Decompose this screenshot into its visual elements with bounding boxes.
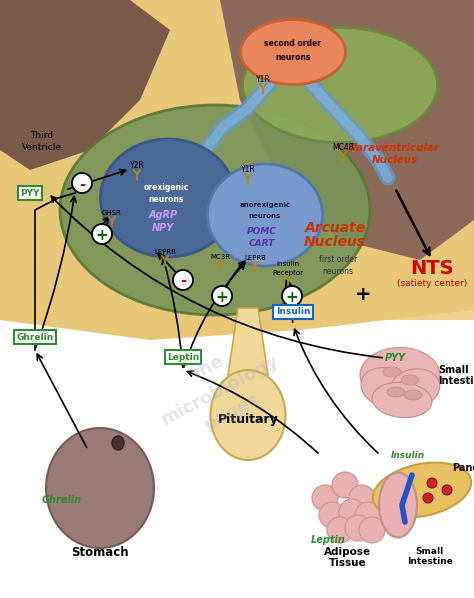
Polygon shape [0,0,170,170]
Text: MC4R: MC4R [332,144,354,152]
Circle shape [282,286,302,306]
Text: orexigenic: orexigenic [143,184,189,193]
Polygon shape [228,308,268,375]
Text: anorexigenic: anorexigenic [239,202,291,208]
Ellipse shape [208,164,322,266]
Text: Insulin: Insulin [276,307,310,316]
Circle shape [173,270,193,290]
Text: neurons: neurons [249,213,281,219]
Text: Ventricle: Ventricle [22,142,62,151]
Text: +: + [355,285,371,304]
Ellipse shape [60,105,370,315]
Ellipse shape [372,382,432,417]
Ellipse shape [390,369,440,407]
Text: LEPRB: LEPRB [154,249,176,255]
Text: Pancreas: Pancreas [452,463,474,473]
Circle shape [355,502,381,528]
Text: second order: second order [264,38,321,47]
Text: PYY: PYY [384,353,406,363]
Text: +: + [286,289,298,304]
Text: Insulin: Insulin [391,451,425,460]
Circle shape [359,517,385,543]
Text: neurons: neurons [275,53,310,62]
Text: Y1R: Y1R [255,75,270,84]
Text: Tissue: Tissue [329,558,367,568]
Ellipse shape [383,367,401,377]
Text: GHSR: GHSR [102,210,122,216]
Circle shape [327,517,353,543]
Circle shape [339,499,365,525]
Text: NPY: NPY [152,223,174,233]
Polygon shape [220,0,474,260]
Text: the
microbiology
pages: the microbiology pages [146,329,294,451]
Text: Y2R: Y2R [129,161,145,170]
Circle shape [442,485,452,495]
Text: Third: Third [30,130,54,139]
Ellipse shape [404,390,422,400]
Text: Stomach: Stomach [71,545,129,559]
Text: POMC: POMC [247,227,277,236]
Text: Nucleus: Nucleus [304,235,366,249]
Circle shape [423,493,433,503]
Text: first order: first order [319,255,357,264]
Ellipse shape [210,370,285,460]
Circle shape [319,502,345,528]
Text: Leptin: Leptin [167,352,199,362]
Text: CART: CART [249,239,275,248]
Ellipse shape [387,387,405,397]
Text: Paraventricular: Paraventricular [350,143,440,153]
Circle shape [349,485,375,511]
Text: (satiety center): (satiety center) [397,279,467,288]
Circle shape [212,286,232,306]
Circle shape [72,173,92,193]
Text: Pituitary: Pituitary [218,413,278,426]
Text: NTS: NTS [410,258,454,277]
Circle shape [332,472,358,498]
Text: Leptin: Leptin [310,535,346,545]
Text: Nucleus: Nucleus [372,155,418,165]
Text: Y1R: Y1R [241,166,255,175]
Ellipse shape [46,428,154,548]
Ellipse shape [379,472,417,538]
Text: Intestine: Intestine [438,376,474,386]
Ellipse shape [360,347,440,402]
Text: Insulin: Insulin [276,261,300,267]
Ellipse shape [373,462,471,517]
Polygon shape [0,0,474,340]
Text: -: - [180,273,186,288]
Text: Small: Small [438,365,469,375]
Text: MC3R: MC3R [210,254,230,260]
Text: neurons: neurons [322,267,354,276]
Ellipse shape [100,139,236,257]
Circle shape [92,224,112,244]
Polygon shape [0,320,474,598]
Ellipse shape [112,436,124,450]
Text: Small: Small [416,548,444,557]
Text: +: + [96,227,109,243]
Text: Ghrelin: Ghrelin [17,332,54,341]
Ellipse shape [240,20,346,84]
Ellipse shape [243,28,438,142]
Circle shape [345,515,371,541]
Ellipse shape [401,375,419,385]
Text: Ghrelin: Ghrelin [42,495,82,505]
Text: neurons: neurons [148,196,184,205]
Text: +: + [216,289,228,304]
Text: Arcuate: Arcuate [304,221,365,235]
Text: -: - [79,176,85,191]
Text: PYY: PYY [20,188,40,197]
Text: LEPRB: LEPRB [244,255,266,261]
Circle shape [427,478,437,488]
Text: AgRP: AgRP [148,210,178,220]
Circle shape [312,485,338,511]
Text: Intestine: Intestine [407,557,453,566]
Ellipse shape [361,367,415,408]
Text: Receptor: Receptor [273,270,303,276]
Text: Adipose: Adipose [324,547,372,557]
